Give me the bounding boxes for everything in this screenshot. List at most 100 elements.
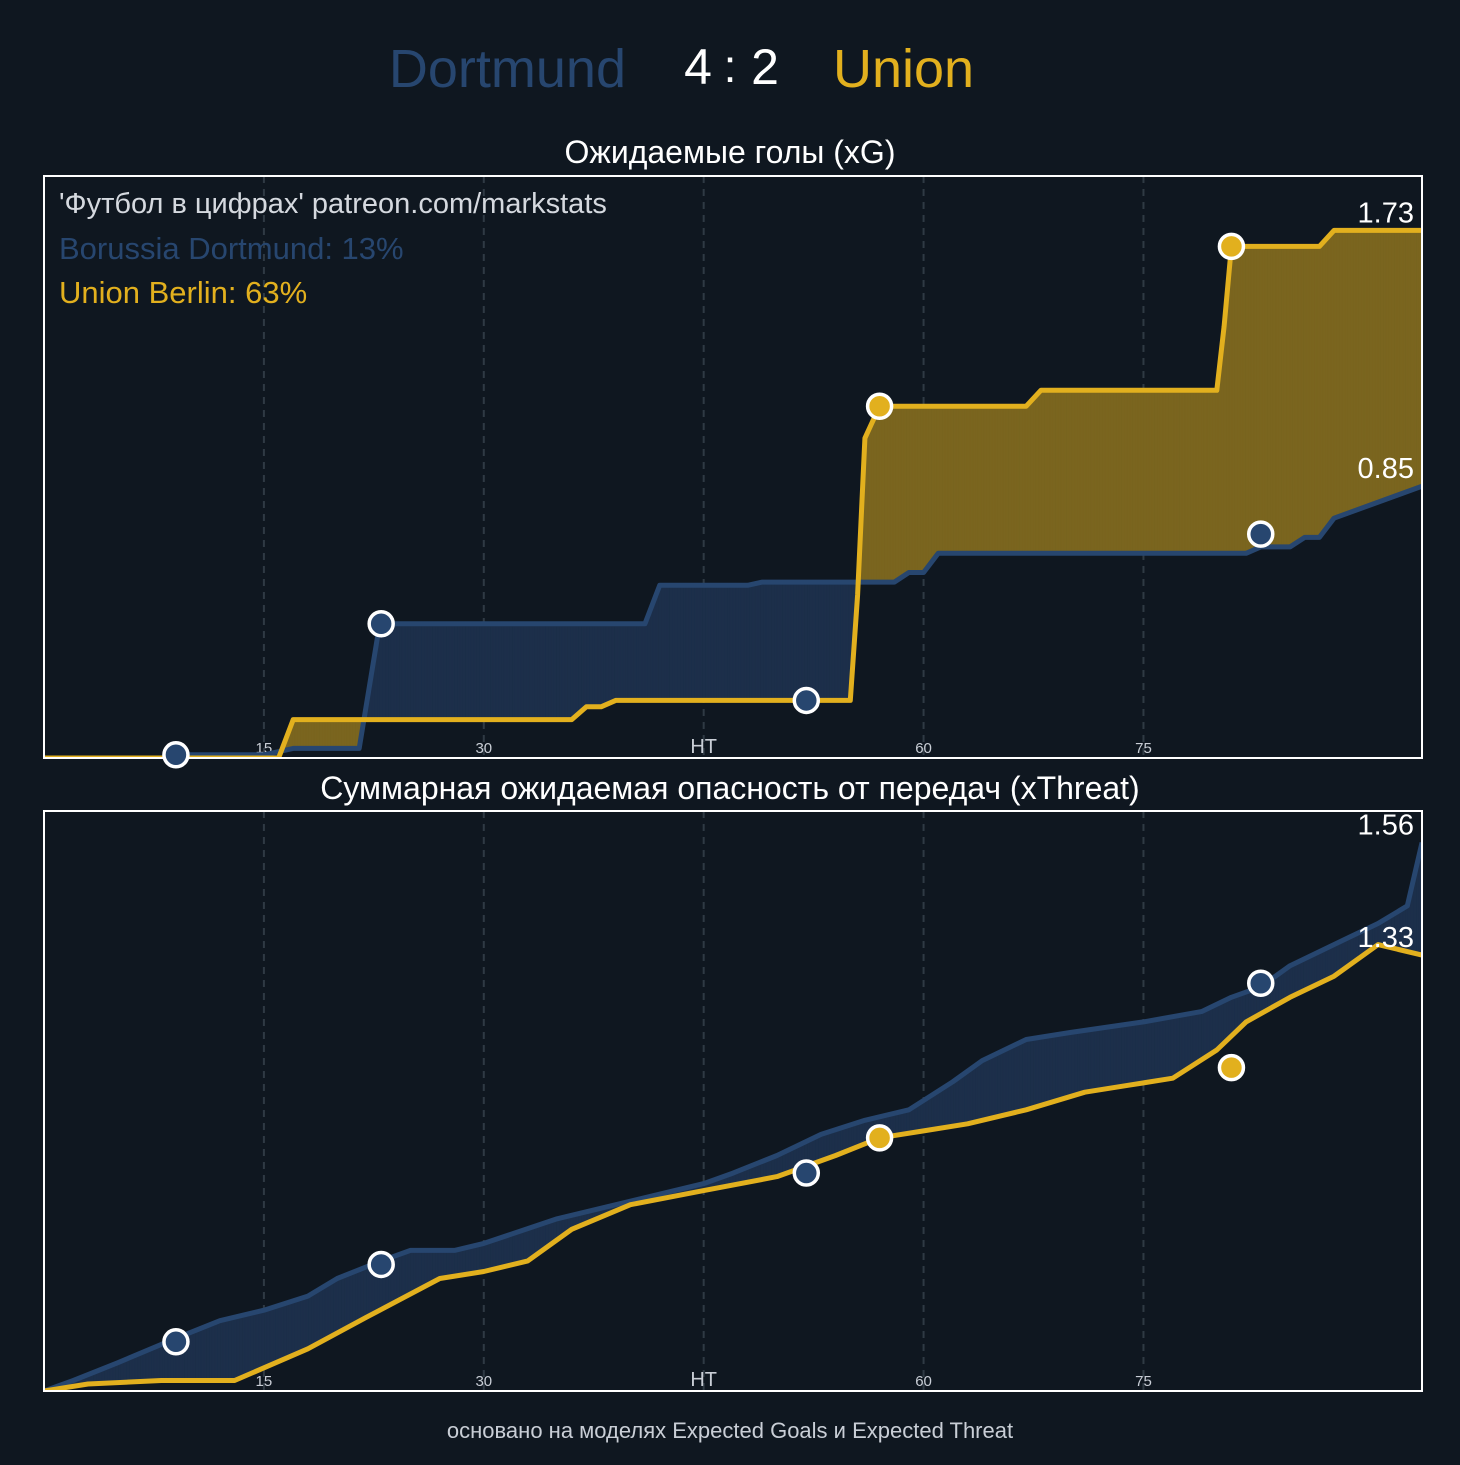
fill-between-segment xyxy=(1210,1006,1213,1054)
fill-between-segment xyxy=(229,1318,232,1381)
fill-between-segment xyxy=(256,1311,259,1371)
fill-between-segment xyxy=(1097,1028,1100,1090)
fill-between-segment xyxy=(1119,390,1122,553)
fill-between-segment xyxy=(1292,246,1295,545)
fill-between-segment xyxy=(1020,1041,1023,1111)
fill-between-segment xyxy=(813,582,816,700)
fill-between-segment xyxy=(1000,406,1003,553)
fill-between-segment xyxy=(537,624,540,720)
fill-between-segment xyxy=(1091,1029,1094,1091)
fill-between-segment xyxy=(496,624,499,720)
union-legend-entry: Union Berlin: 63% xyxy=(59,275,307,310)
fill-between-segment xyxy=(322,1286,325,1341)
fill-between-segment xyxy=(240,1315,243,1378)
fill-between-segment xyxy=(821,582,824,700)
fill-between-segment xyxy=(1066,1033,1069,1098)
fill-between-segment xyxy=(1069,1032,1072,1097)
fill-between-segment xyxy=(758,583,761,701)
fill-between-segment xyxy=(482,1243,485,1272)
fill-between-segment xyxy=(1124,1024,1127,1086)
fill-between-segment xyxy=(1006,406,1009,553)
fill-between-segment xyxy=(1047,390,1050,553)
x-tick-label: 15 xyxy=(256,1373,273,1390)
fill-between-segment xyxy=(686,585,689,700)
fill-between-segment xyxy=(694,585,697,700)
fill-between-segment xyxy=(1050,1035,1053,1102)
fill-between-segment xyxy=(314,720,317,749)
fill-between-segment xyxy=(234,1317,237,1381)
fill-between-segment xyxy=(1246,246,1249,553)
fill-between-segment xyxy=(945,406,948,553)
fill-between-segment xyxy=(300,1298,303,1352)
fill-between-segment xyxy=(579,624,582,714)
fill-between-segment xyxy=(1188,1013,1191,1068)
fill-between-segment xyxy=(1188,390,1191,553)
fill-between-segment xyxy=(642,624,645,701)
fill-between-segment xyxy=(1135,390,1138,553)
fill-between-segment xyxy=(474,1245,477,1273)
fill-between-segment xyxy=(452,624,455,720)
fill-between-segment xyxy=(1091,390,1094,553)
dortmund-shot-marker xyxy=(1249,522,1273,546)
fill-between-segment xyxy=(904,1110,907,1134)
fill-between-segment xyxy=(650,603,653,701)
fill-between-segment xyxy=(149,1349,152,1382)
fill-between-segment xyxy=(929,406,932,566)
fill-between-segment xyxy=(220,1320,223,1381)
fill-between-segment xyxy=(1328,234,1331,526)
fill-between-segment xyxy=(769,582,772,700)
fill-between-segment xyxy=(962,406,965,553)
fill-between-segment xyxy=(1053,390,1056,553)
fill-between-segment xyxy=(970,1067,973,1123)
fill-between-segment xyxy=(157,1345,160,1381)
fill-between-segment xyxy=(1276,246,1279,547)
fill-between-segment xyxy=(339,1277,342,1332)
fill-between-segment xyxy=(1116,390,1119,553)
fill-between-segment xyxy=(818,1134,821,1161)
fill-between-segment xyxy=(1009,406,1012,553)
fill-between-segment xyxy=(430,624,433,720)
fill-between-segment xyxy=(328,720,331,749)
fill-between-segment xyxy=(474,624,477,720)
home-score: 4 xyxy=(684,39,712,95)
fill-between-segment xyxy=(1163,1018,1166,1080)
fill-between-segment xyxy=(871,419,874,582)
x-tick-label: 60 xyxy=(915,1373,932,1390)
fill-between-segment xyxy=(879,406,882,582)
plot-frame xyxy=(44,811,1422,1391)
fill-between-segment xyxy=(540,624,543,720)
union-shot-marker xyxy=(1219,1056,1243,1080)
fill-between-segment xyxy=(551,624,554,720)
fill-between-segment xyxy=(394,624,397,720)
fill-between-segment xyxy=(683,585,686,700)
fill-between-segment xyxy=(956,1077,959,1125)
fill-between-segment xyxy=(1281,246,1284,547)
fill-between-segment xyxy=(978,1061,981,1121)
fill-between-segment xyxy=(1069,390,1072,553)
watermark-text: 'Футбол в цифрах' patreon.com/markstats xyxy=(59,188,607,220)
fill-between-segment xyxy=(1290,246,1293,547)
fill-between-segment xyxy=(1193,1012,1196,1065)
fill-between-segment xyxy=(295,720,298,749)
fill-between-segment xyxy=(328,1282,331,1338)
fill-between-segment xyxy=(639,624,642,701)
fill-between-segment xyxy=(146,1350,149,1381)
fill-between-segment xyxy=(1097,390,1100,553)
fill-between-segment xyxy=(1017,406,1020,553)
fill-between-segment xyxy=(1144,1021,1147,1082)
fill-between-segment xyxy=(1408,230,1411,491)
fill-between-segment xyxy=(794,582,797,700)
fill-between-segment xyxy=(617,624,620,701)
fill-between-segment xyxy=(1075,390,1078,553)
fill-between-segment xyxy=(953,1079,956,1126)
fill-between-segment xyxy=(380,624,383,720)
fill-between-segment xyxy=(761,582,764,700)
fill-between-segment xyxy=(427,624,430,720)
fill-between-segment xyxy=(1127,390,1130,553)
fill-between-segment xyxy=(681,585,684,700)
fill-between-segment xyxy=(587,624,590,707)
fill-between-segment xyxy=(1163,390,1166,553)
fill-between-segment xyxy=(827,582,830,700)
fill-between-segment xyxy=(1108,1027,1111,1089)
fill-between-segment xyxy=(1312,246,1315,537)
